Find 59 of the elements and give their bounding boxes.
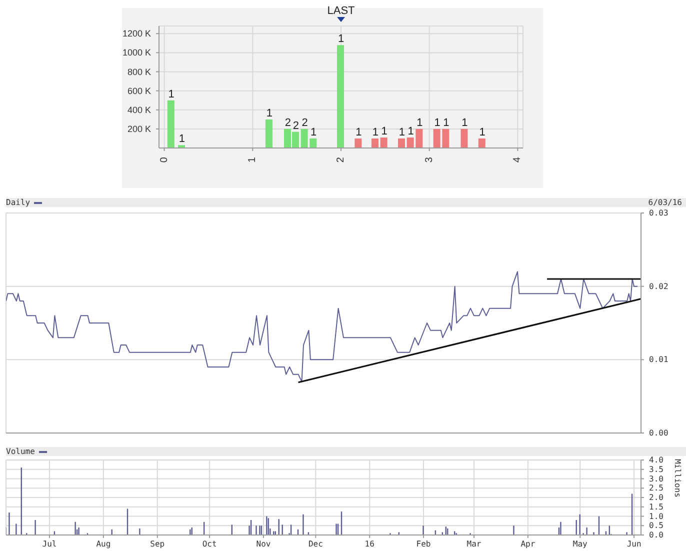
- annotation: 1: [168, 88, 174, 100]
- x-tick-label: 4: [512, 156, 524, 163]
- y-tick-label: 2.0: [649, 493, 664, 502]
- y-tick-label: 1.5: [649, 502, 664, 512]
- annotation: 2: [284, 116, 292, 129]
- text: LAST: [326, 5, 356, 19]
- y-tick-label: 1.0: [649, 512, 664, 521]
- x-tick-label: May: [572, 540, 588, 548]
- annotation: 1: [434, 116, 440, 129]
- x-tick-label: Nov: [256, 540, 271, 548]
- y-tick-label: 1000 K: [122, 48, 151, 58]
- annotation: 1: [266, 107, 272, 120]
- x-tick-label: Jun: [626, 540, 642, 548]
- x-tick-label: 2: [336, 156, 346, 163]
- annotation: 1: [310, 126, 317, 138]
- x-tick-label: Sep: [150, 540, 165, 548]
- x-tick-label: Apr: [520, 540, 536, 548]
- x-tick-label: Oct: [202, 540, 217, 548]
- x-tick-label: Feb: [416, 540, 431, 548]
- legend-label: Daily: [6, 198, 32, 207]
- y-tick-label: 0.02: [649, 282, 668, 291]
- x-tick-label: 0: [158, 156, 170, 163]
- y-tick-label: 1200 K: [122, 28, 151, 39]
- annotation: 1: [338, 33, 344, 46]
- annotation: 1: [416, 116, 423, 129]
- annotation: 1: [462, 116, 468, 129]
- annotation: 1: [372, 126, 379, 138]
- annotation: 1: [479, 126, 486, 138]
- x-tick-label: 16: [364, 540, 375, 548]
- y-tick-label: 800 K: [127, 66, 151, 77]
- y-axis-title: Millions: [673, 458, 682, 498]
- x-tick-label: 3: [424, 156, 435, 163]
- x-tick-label: Mar: [466, 540, 482, 548]
- y-tick-label: 0.03: [649, 208, 668, 218]
- annotation: 1: [178, 133, 186, 146]
- annotation: 1: [356, 126, 362, 138]
- y-tick-label: 3.5: [649, 464, 664, 474]
- y-tick-label: 400 K: [127, 104, 151, 115]
- annotation: 1: [381, 126, 388, 138]
- x-tick-label: 1: [247, 156, 258, 163]
- y-tick-label: 0.0: [649, 530, 664, 540]
- x-tick-label: Aug: [96, 540, 111, 548]
- y-tick-label: 200 K: [127, 124, 151, 134]
- x-tick-label: Dec: [308, 540, 324, 548]
- annotation: 1: [398, 126, 406, 138]
- text: 6/03/16: [648, 198, 682, 207]
- y-tick-label: 0.00: [649, 428, 668, 438]
- legend-label: Volume: [6, 447, 36, 456]
- y-tick-label: 0.5: [649, 521, 664, 530]
- x-tick-label: Jul: [42, 540, 57, 548]
- y-tick-label: 2.5: [649, 484, 664, 493]
- annotation: 2: [292, 120, 300, 132]
- annotation: 1: [443, 116, 450, 129]
- y-tick-label: 3.0: [649, 474, 664, 484]
- y-tick-label: 0.01: [649, 355, 668, 364]
- y-tick-label: 600 K: [127, 86, 151, 96]
- annotation: 2: [302, 116, 308, 129]
- y-tick-label: 4.0: [649, 456, 664, 464]
- annotation: 1: [408, 126, 414, 138]
